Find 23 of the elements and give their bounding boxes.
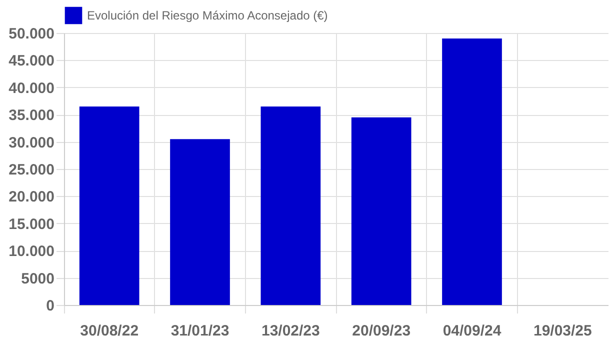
y-tick-label: 45.000 (8, 52, 54, 70)
x-tick-label: 13/02/23 (261, 322, 320, 339)
bar (79, 106, 140, 305)
y-tick-label: 30.000 (8, 134, 54, 152)
y-tick-label: 35.000 (8, 107, 54, 124)
bar (351, 117, 412, 305)
y-tick-label: 5000 (21, 270, 54, 288)
bar (442, 38, 502, 305)
x-tick-label: 31/01/23 (170, 322, 230, 339)
y-tick-label: 50.000 (8, 26, 54, 42)
y-tick-label: 25.000 (8, 162, 54, 178)
bar (260, 106, 321, 305)
y-tick-label: 0 (46, 298, 54, 314)
legend-label: Evolución del Riesgo Máximo Aconsejado (€) (87, 8, 328, 22)
bar (170, 139, 230, 305)
y-tick-label: 10.000 (8, 243, 54, 260)
y-tick-label: 40.000 (8, 80, 54, 97)
x-tick-label: 04/09/24 (442, 322, 502, 339)
x-tick-label: 20/09/23 (352, 322, 411, 339)
x-tick-label: 30/08/22 (80, 322, 139, 339)
y-tick-label: 20.000 (8, 188, 54, 206)
x-tick-label: 19/03/25 (533, 322, 592, 339)
y-tick-label: 15.000 (8, 216, 54, 233)
